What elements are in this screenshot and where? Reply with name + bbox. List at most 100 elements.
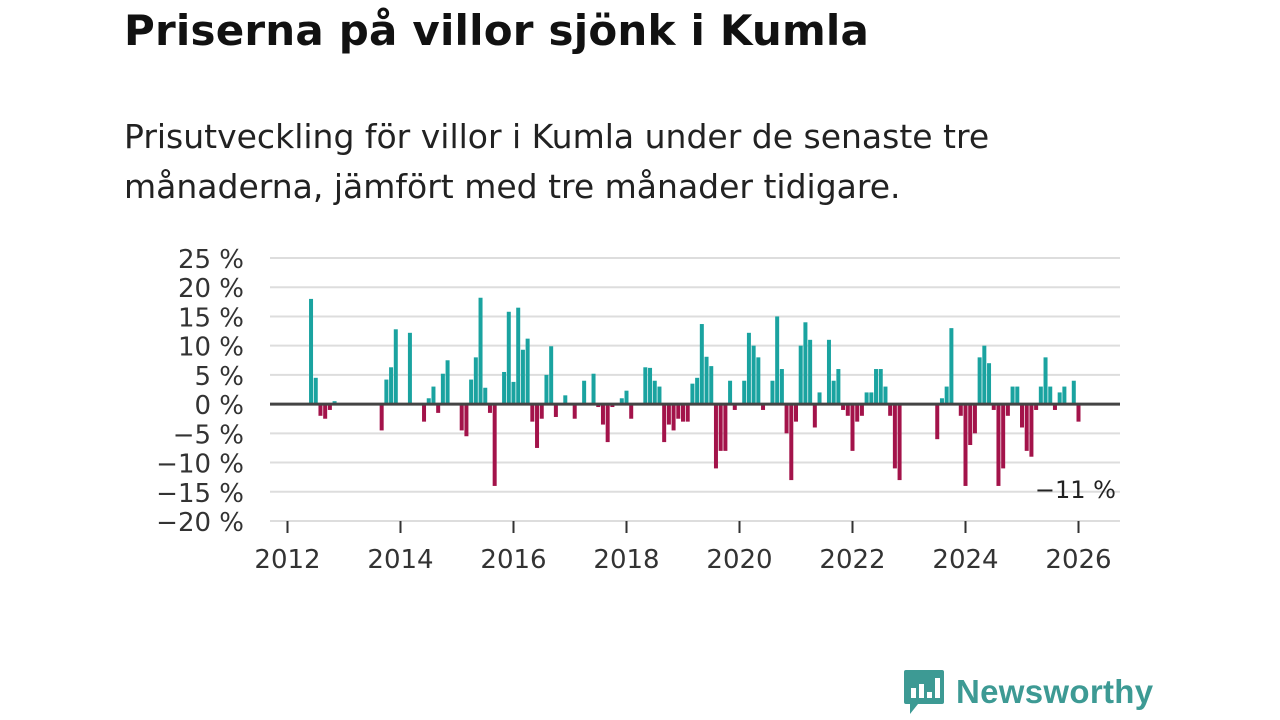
- bar: [803, 322, 808, 405]
- last-value-label: −11 %: [1035, 476, 1116, 504]
- bar: [704, 356, 709, 405]
- bar: [883, 386, 888, 405]
- bar: [878, 369, 883, 405]
- bar: [1062, 386, 1067, 405]
- bar: [812, 404, 817, 428]
- x-tick-label: 2014: [367, 545, 433, 575]
- bar: [794, 404, 798, 422]
- bar: [869, 392, 874, 405]
- bar: [643, 367, 648, 405]
- bar: [987, 363, 992, 405]
- bar: [845, 404, 850, 416]
- bar: [808, 339, 813, 405]
- bar: [709, 366, 714, 405]
- bar: [431, 386, 436, 405]
- bar: [779, 369, 784, 405]
- bar: [850, 404, 855, 451]
- bar: [939, 398, 944, 405]
- bar: [1020, 404, 1024, 428]
- bar: [963, 404, 968, 486]
- bar: [544, 374, 549, 405]
- bar: [982, 345, 987, 405]
- bar: [459, 404, 464, 431]
- bar: [487, 404, 492, 413]
- bar: [1005, 404, 1010, 416]
- brand-name: Newsworthy: [956, 673, 1154, 710]
- annotations: −11 %: [1035, 476, 1116, 504]
- bar: [530, 404, 535, 422]
- bar: [699, 324, 704, 405]
- x-tick-label: 2016: [480, 545, 546, 575]
- y-tick-label: 0 %: [194, 391, 244, 421]
- bar: [855, 404, 860, 422]
- chart-subtitle: Prisutveckling för villor i Kumla under …: [124, 117, 990, 206]
- bar: [582, 380, 587, 405]
- bar: [511, 381, 516, 405]
- bar: [1015, 386, 1020, 405]
- bar: [1057, 392, 1062, 405]
- y-tick-label: −15 %: [156, 479, 244, 509]
- bar: [718, 404, 723, 451]
- bar: [1052, 404, 1057, 410]
- bar: [648, 367, 653, 405]
- bar: [563, 395, 568, 405]
- bar: [539, 404, 544, 419]
- bar: [464, 404, 469, 437]
- bar: [1034, 404, 1039, 410]
- bar: [605, 404, 610, 443]
- bar: [483, 387, 488, 405]
- bar: [478, 297, 483, 405]
- bar: [958, 404, 963, 416]
- y-axis-ticks: 25 %20 %15 %10 %5 %0 %−5 %−10 %−15 %−20 …: [156, 245, 244, 538]
- bar: [897, 404, 902, 481]
- bar: [977, 357, 982, 405]
- bar: [864, 392, 869, 405]
- x-tick-label: 2020: [706, 545, 772, 575]
- bar: [1071, 380, 1076, 405]
- bar: [516, 307, 521, 405]
- bar: [695, 377, 700, 405]
- bar: [309, 298, 314, 405]
- x-tick-label: 2024: [932, 545, 998, 575]
- bar: [713, 404, 718, 469]
- bar: [770, 380, 775, 405]
- bar: [318, 404, 323, 416]
- bar: [389, 367, 394, 405]
- x-tick-label: 2018: [593, 545, 659, 575]
- bar: [690, 383, 695, 405]
- y-tick-label: −10 %: [156, 450, 244, 480]
- y-tick-label: 15 %: [178, 303, 244, 333]
- bar: [502, 371, 507, 405]
- bar: [892, 404, 897, 469]
- bar: [440, 373, 445, 405]
- bar: [393, 329, 398, 405]
- bar: [826, 339, 831, 405]
- bar: [784, 404, 789, 434]
- newsworthy-logo-icon: [904, 670, 944, 714]
- bar: [1048, 386, 1053, 405]
- y-tick-label: −20 %: [156, 508, 244, 538]
- bar: [681, 404, 685, 422]
- chart-title: Priserna på villor sjönk i Kumla: [124, 6, 870, 55]
- x-tick-label: 2022: [819, 545, 885, 575]
- y-tick-label: 10 %: [178, 333, 244, 363]
- bar: [1001, 404, 1006, 469]
- bar: [506, 311, 511, 405]
- bar: [751, 345, 756, 405]
- bar: [591, 373, 596, 405]
- bar: [831, 380, 836, 405]
- bar: [935, 404, 940, 440]
- bar: [520, 349, 525, 405]
- bar: [572, 404, 577, 419]
- bar: [535, 404, 540, 448]
- bar: [676, 404, 681, 419]
- bar: [657, 386, 662, 405]
- x-axis-ticks: 2012 2014 2016 2018 2020 2022 2024 2026: [254, 521, 1112, 575]
- bar: [742, 380, 747, 405]
- bar: [761, 404, 766, 410]
- bar: [525, 338, 530, 405]
- bar: [469, 379, 474, 405]
- bar: [384, 379, 389, 405]
- bar: [1043, 357, 1048, 405]
- bar: [723, 404, 728, 451]
